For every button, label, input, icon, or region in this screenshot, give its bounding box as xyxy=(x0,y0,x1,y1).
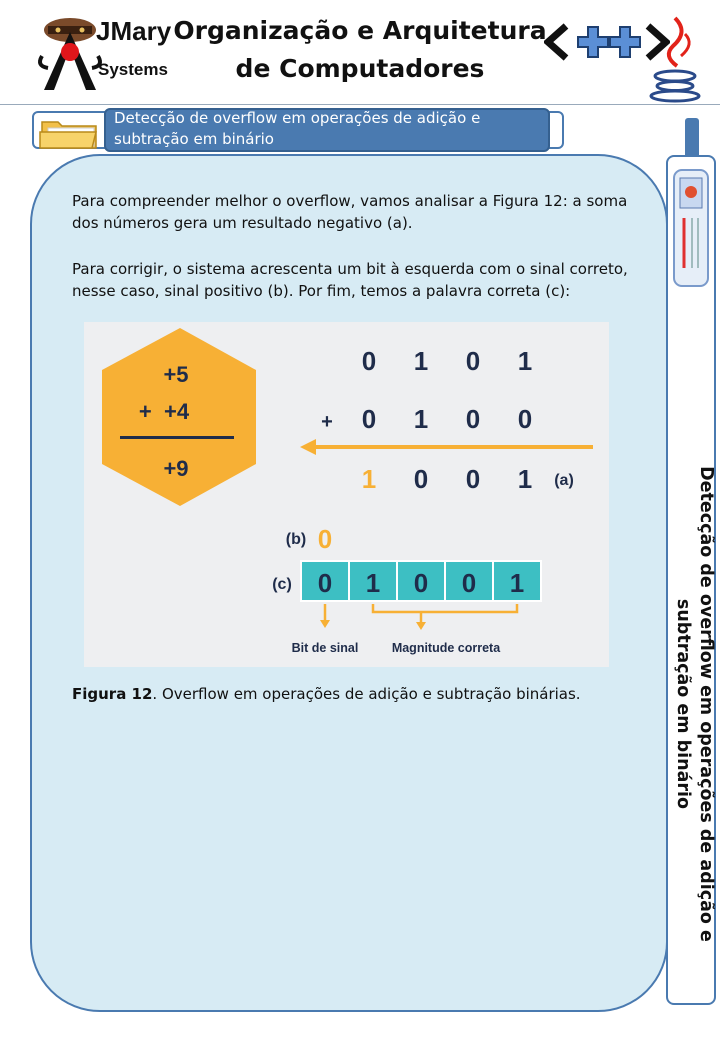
magnitude-caption: Magnitude correta xyxy=(392,641,501,655)
plus-sign: + xyxy=(321,411,333,433)
word-bit: 0 xyxy=(414,568,428,598)
hex-operand-2: + +4 xyxy=(139,399,190,424)
caption-label: Figura 12 xyxy=(72,685,153,703)
row2-bit: 0 xyxy=(518,404,532,434)
intro-paragraph: Para compreender melhor o overflow, vamo… xyxy=(72,192,628,232)
header-divider xyxy=(0,104,720,105)
sign-bit-caption: Bit de sinal xyxy=(292,641,359,655)
word-cell xyxy=(300,560,350,602)
hex-result: +9 xyxy=(163,456,188,481)
hexagon xyxy=(102,328,256,506)
newspaper-icon xyxy=(673,169,709,287)
magnitude-bracket xyxy=(371,604,519,614)
cpp-icon xyxy=(544,23,670,61)
row1-bit: 0 xyxy=(362,346,376,376)
word-bit: 1 xyxy=(510,568,524,598)
section-heading-box xyxy=(104,108,550,152)
result-word-cells xyxy=(300,560,542,602)
word-cell xyxy=(348,560,398,602)
word-bit: 0 xyxy=(318,568,332,598)
brand-subtitle: Systems xyxy=(98,60,168,79)
row2-bit: 0 xyxy=(466,404,480,434)
word-cell xyxy=(492,560,542,602)
side-title: Detecção de overflow em operações de adi… xyxy=(665,424,717,984)
label-b: (b) xyxy=(286,531,306,548)
caption-text: . Overflow em operações de adição e subt… xyxy=(152,685,581,703)
java-logo-icon xyxy=(649,16,701,103)
page-title: Organização e Arquitetura de Computadore… xyxy=(173,16,547,83)
hex-sum-line xyxy=(120,436,234,439)
side-title-text: Detecção de overflow em operações de adi… xyxy=(673,466,716,942)
correction-paragraph: Para corrigir, o sistema acrescenta um b… xyxy=(72,260,628,300)
label-c: (c) xyxy=(272,576,292,593)
sign-bit: 0 xyxy=(318,524,332,554)
row2-bit: 1 xyxy=(414,404,428,434)
figure-caption: Figura 12. Overflow em operações de adiç… xyxy=(72,683,652,705)
hex-operand-1: +5 xyxy=(163,362,188,387)
overflow-figure: +5 + +4 +9 0 1 0 1 + 0 1 0 0 1 0 0 1 (a)… xyxy=(84,322,609,667)
row3-bit: 0 xyxy=(414,464,428,494)
side-connector xyxy=(685,118,699,162)
carry-arrow-head xyxy=(300,439,316,455)
row1-bit: 0 xyxy=(466,346,480,376)
word-cell xyxy=(396,560,446,602)
section-heading: Detecção de overflow em operações de adi… xyxy=(114,109,481,148)
row1-bit: 1 xyxy=(518,346,532,376)
duke-mascot-icon xyxy=(38,18,102,90)
brand-name: JMary xyxy=(96,16,172,46)
word-bit: 1 xyxy=(366,568,380,598)
row3-bit: 0 xyxy=(466,464,480,494)
row3-bit: 1 xyxy=(362,464,376,494)
word-bit: 0 xyxy=(462,568,476,598)
row1-bit: 1 xyxy=(414,346,428,376)
folder-icon xyxy=(39,121,97,149)
row3-bit: 1 xyxy=(518,464,532,494)
row2-bit: 0 xyxy=(362,404,376,434)
label-a: (a) xyxy=(554,472,574,489)
